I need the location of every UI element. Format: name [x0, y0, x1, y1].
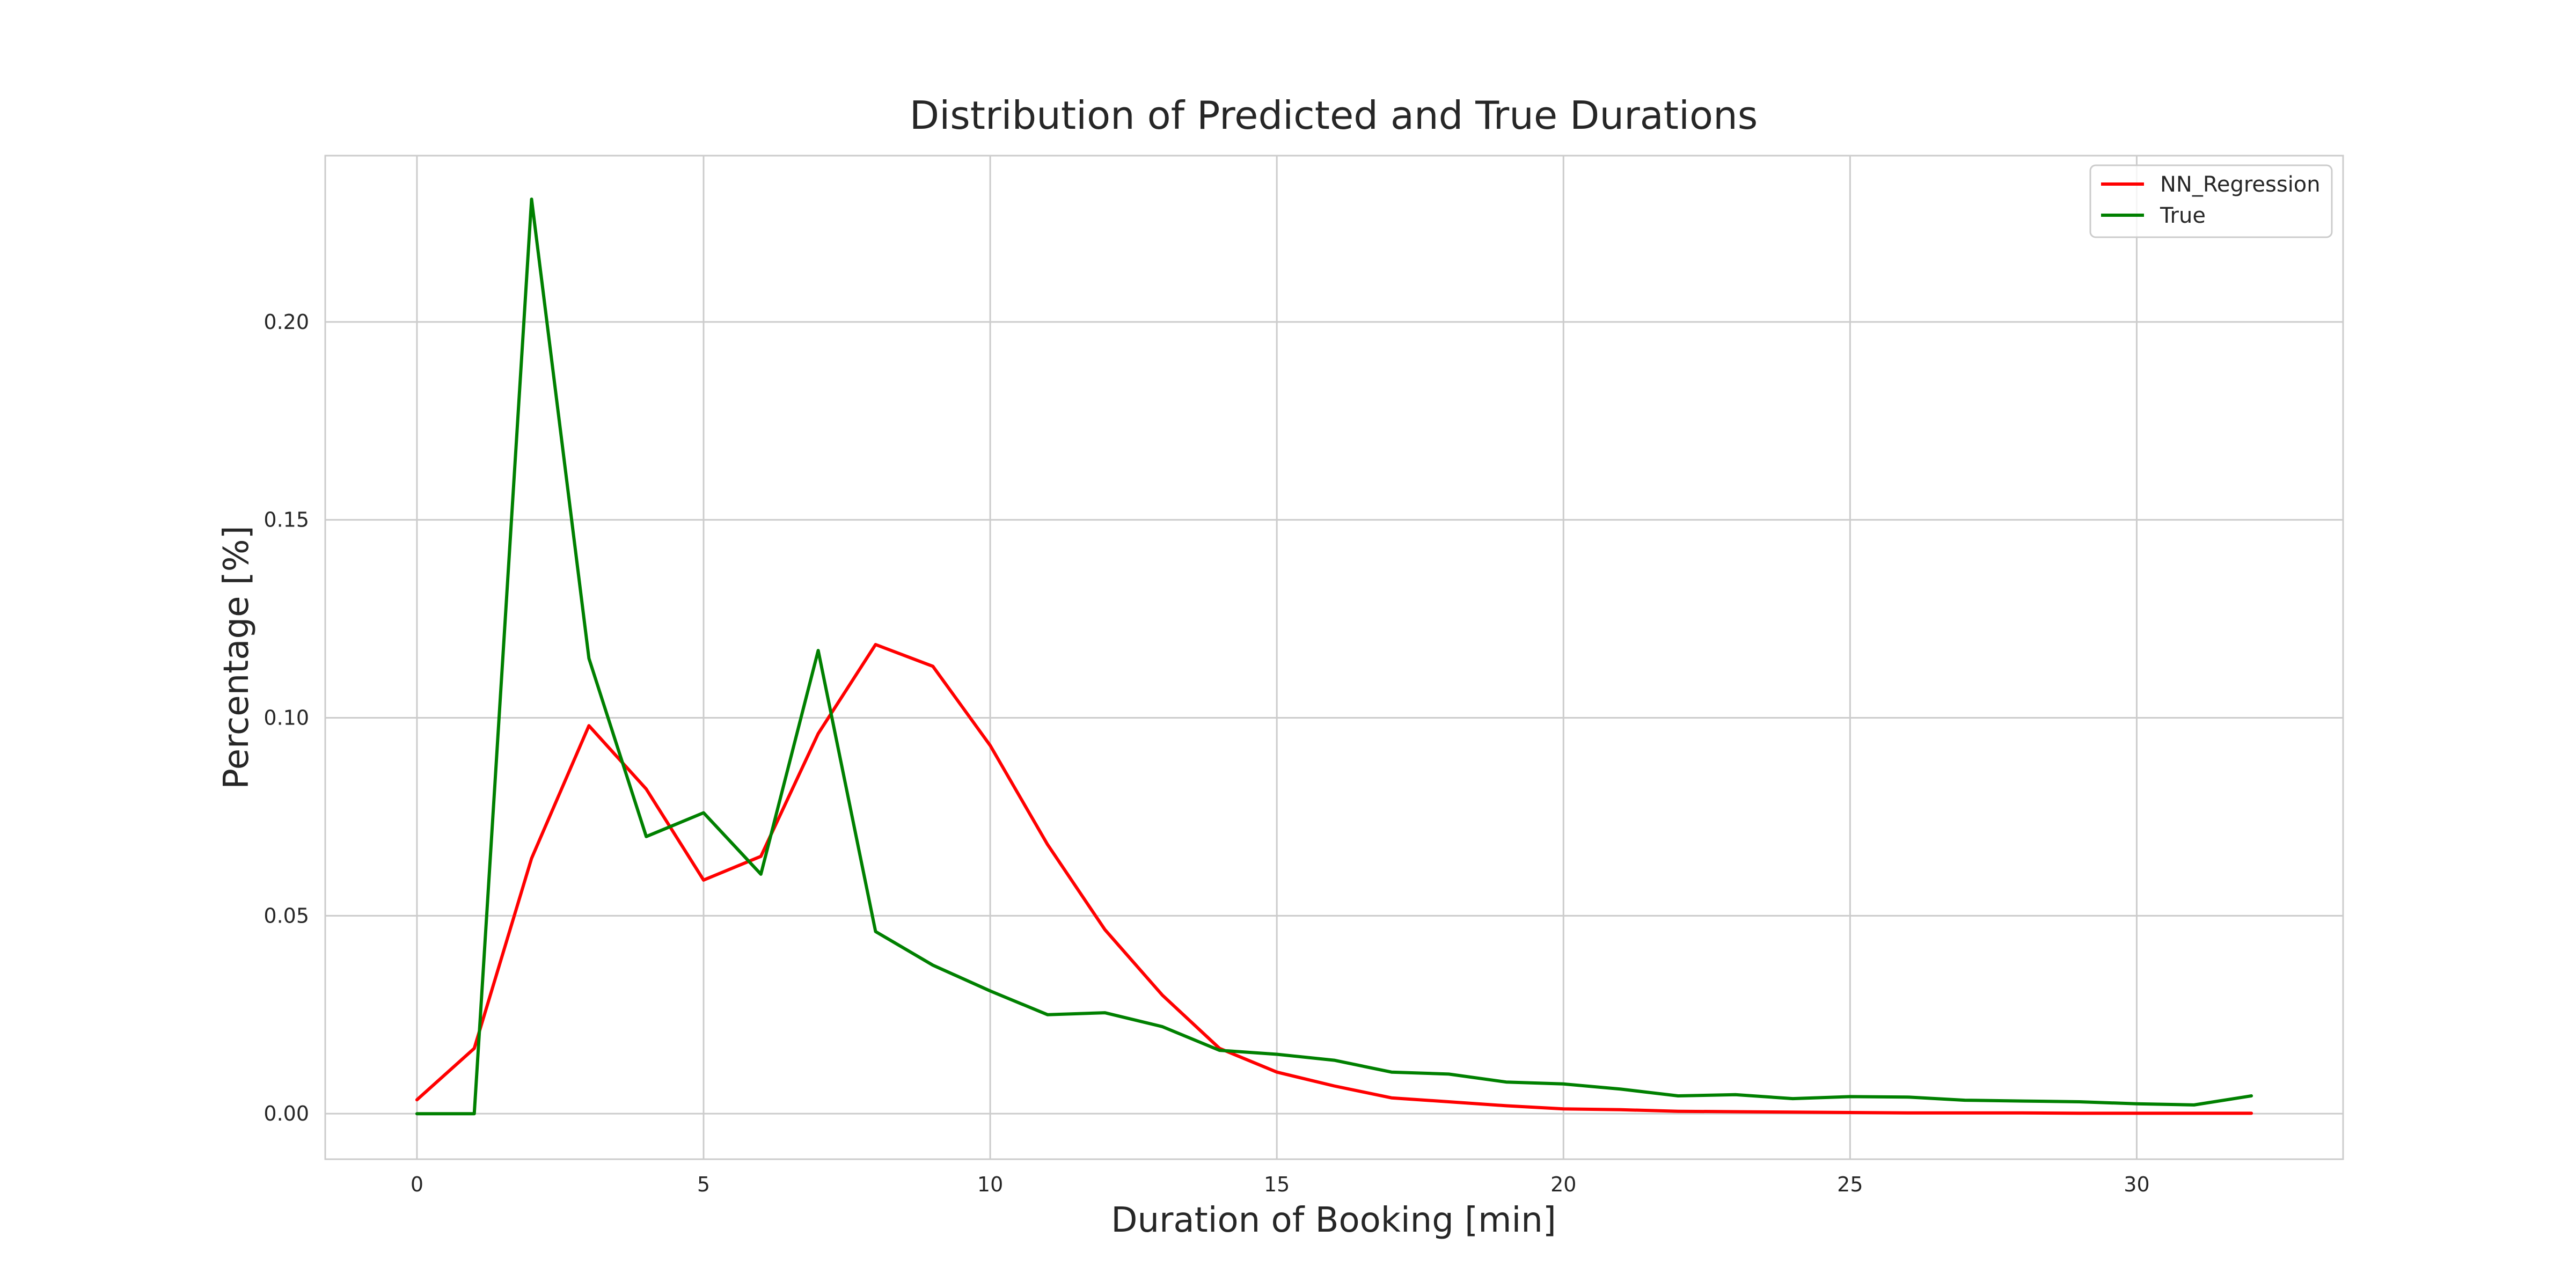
x-tick-label-0: 0 [411, 1173, 423, 1196]
series-lines [415, 197, 2253, 1116]
y-tick-label-4: 0.20 [264, 310, 309, 334]
y-tick-label-2: 0.10 [264, 706, 309, 729]
y-gridlines [325, 321, 2343, 1115]
legend-entries: NN_Regression True [2101, 172, 2321, 228]
legend-box [2089, 164, 2333, 238]
y-tick-labels: 0.00 0.05 0.10 0.15 0.20 [264, 310, 309, 1125]
y-axis-label: Percentage [%] [217, 525, 257, 789]
plot-frame [324, 155, 2344, 1160]
y-tick-label-3: 0.15 [264, 508, 309, 532]
x-tick-label-4: 20 [1550, 1173, 1576, 1196]
series-line-nn-regression [415, 643, 2253, 1115]
plot-area [324, 155, 2344, 1160]
chart-title: Distribution of Predicted and True Durat… [910, 93, 1758, 138]
x-axis-label: Duration of Booking [min] [1111, 1201, 1556, 1240]
x-tick-label-5: 25 [1837, 1173, 1863, 1196]
legend-label-nn-regression: NN_Regression [2160, 172, 2321, 197]
x-gridlines [416, 156, 2138, 1159]
legend-label-true: True [2160, 203, 2206, 228]
y-tick-label-1: 0.05 [264, 904, 309, 927]
x-tick-labels: 0 5 10 15 20 25 30 [411, 1173, 2150, 1196]
legend: NN_Regression True [2089, 164, 2333, 238]
y-tick-label-0: 0.00 [264, 1102, 309, 1125]
series-line-true [415, 197, 2253, 1116]
x-tick-label-2: 10 [977, 1173, 1003, 1196]
x-tick-label-6: 30 [2124, 1173, 2149, 1196]
x-tick-label-1: 5 [697, 1173, 710, 1196]
x-tick-label-3: 15 [1264, 1173, 1290, 1196]
